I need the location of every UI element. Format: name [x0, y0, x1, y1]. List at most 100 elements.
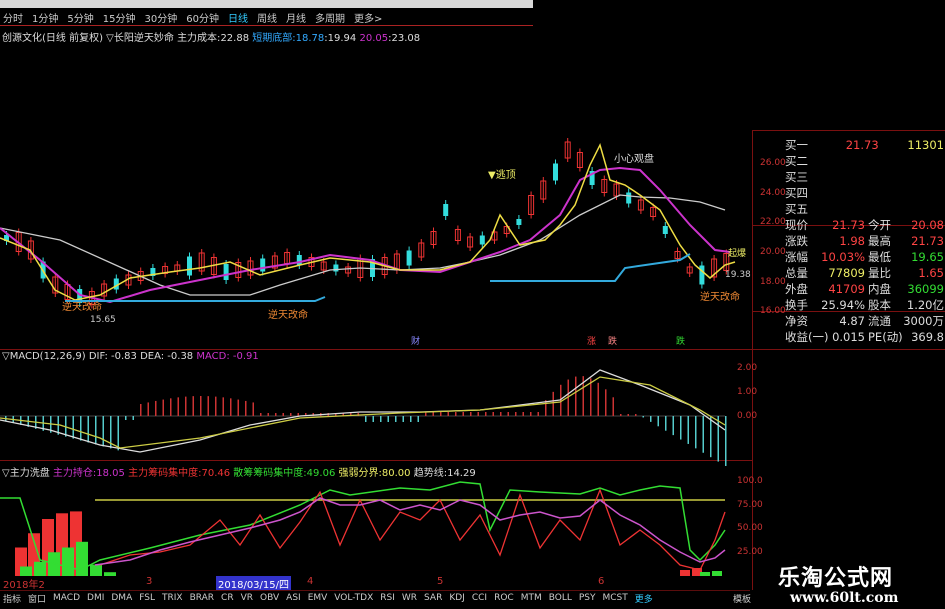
- panel-divider: [0, 460, 752, 461]
- candle-body: [576, 152, 583, 168]
- indicator-tab[interactable]: 更多: [634, 594, 653, 605]
- position-bar: [90, 564, 102, 576]
- period-tab[interactable]: 60分钟: [186, 13, 219, 25]
- indicator-name[interactable]: ▽长阳逆天妙命: [106, 33, 174, 44]
- indicator-tab[interactable]: MTM: [520, 593, 542, 603]
- short-bottom-label: 短期底部:: [252, 33, 296, 44]
- undefined: [492, 412, 494, 416]
- indicator-tab[interactable]: 指标: [3, 594, 22, 605]
- indicator-tab[interactable]: CR: [221, 593, 234, 603]
- candle-body: [77, 289, 83, 303]
- undefined: [455, 412, 457, 416]
- period-tab[interactable]: 月线: [285, 13, 306, 25]
- indicator-tab[interactable]: CCI: [471, 593, 488, 603]
- period-tab-daily[interactable]: 日线: [227, 13, 248, 25]
- position-bar: [62, 547, 74, 576]
- period-tab[interactable]: 周线: [256, 13, 277, 25]
- indicator-tab[interactable]: ROC: [494, 593, 514, 603]
- quote-row: 收益(一) 0.015 PE(动) 369.8: [785, 329, 945, 345]
- quote-row: 外盘 41709 内盘 36099: [785, 281, 945, 297]
- undefined: [192, 396, 194, 416]
- buy-level-row: 买四: [785, 185, 945, 201]
- undefined: [215, 396, 217, 416]
- indicator-tab[interactable]: ASI: [286, 593, 301, 603]
- indicator-tab[interactable]: SAR: [424, 593, 443, 603]
- indicator-tab[interactable]: FSL: [139, 593, 155, 603]
- period-tab[interactable]: 5分钟: [67, 13, 94, 25]
- candle-body: [662, 226, 668, 234]
- period-tab-more[interactable]: 更多>: [353, 13, 383, 25]
- candle-body: [223, 264, 229, 280]
- buy-level-row: 买二: [785, 153, 945, 169]
- candle-body: [333, 264, 339, 272]
- quote-value: 10.03%: [821, 250, 865, 264]
- buy-level-label: 买二: [785, 154, 808, 168]
- indicator-tab[interactable]: VOL-TDX: [334, 593, 374, 603]
- indicator-tab[interactable]: BOLL: [548, 593, 572, 603]
- indicator-tab[interactable]: KDJ: [449, 593, 465, 603]
- date-axis: 2018年2 3 2018/03/15/四 4 5 6: [0, 576, 750, 591]
- indicator-tab[interactable]: VR: [240, 593, 254, 603]
- undefined: [162, 399, 164, 416]
- undefined: [635, 414, 637, 416]
- undefined: [627, 414, 629, 416]
- macd-tick: 1.00: [737, 387, 758, 397]
- chart-canvas[interactable]: [0, 0, 752, 590]
- macd-name[interactable]: ▽MACD(12,26,9): [2, 351, 86, 362]
- quote-divider: [753, 311, 945, 312]
- undefined: [155, 400, 157, 416]
- quote-row: 净资 4.87 流通 3000万: [785, 313, 945, 329]
- indicator-name[interactable]: ▽主力洗盘: [2, 468, 50, 479]
- indicator-tab[interactable]: OBV: [260, 593, 280, 603]
- date-tick: 4: [307, 576, 314, 587]
- undefined: [290, 413, 292, 416]
- candle-body: [686, 266, 693, 274]
- undefined: [305, 413, 307, 416]
- rise-marker: 涨: [587, 337, 597, 347]
- indicator-tab[interactable]: TRIX: [161, 593, 183, 603]
- undefined: [680, 416, 682, 440]
- indicator-tab[interactable]: DMA: [111, 593, 133, 603]
- period-tab[interactable]: 分时: [3, 13, 23, 25]
- candle-body: [564, 141, 571, 159]
- candlesticks: [4, 138, 730, 309]
- indicator-tab[interactable]: BRAR: [189, 593, 215, 603]
- undefined: [462, 412, 464, 416]
- quote-label: 涨跌: [785, 234, 808, 248]
- undefined: [237, 399, 239, 416]
- dif-line: [0, 369, 726, 453]
- undefined: [440, 412, 442, 416]
- indicator-tab[interactable]: EMV: [307, 593, 328, 603]
- period-tab[interactable]: 30分钟: [144, 13, 178, 25]
- chart-info-line: 创源文化(日线 前复权) ▽长阳逆天妙命 主力成本:22.88 短期底部:18.…: [2, 29, 420, 44]
- undefined: [507, 412, 509, 416]
- quote-value: 21.73: [832, 218, 865, 232]
- bottom-tick: 25.00: [737, 547, 763, 557]
- candle-body: [637, 199, 644, 211]
- undefined: [477, 412, 479, 416]
- period-tab[interactable]: 多周期: [314, 13, 345, 25]
- period-tab[interactable]: 15分钟: [102, 13, 136, 25]
- value-3: 20.05: [359, 33, 389, 44]
- breakout-signal: 起爆: [728, 249, 747, 259]
- support-line: [65, 296, 326, 302]
- cost-value: 22.88: [220, 33, 250, 44]
- indicator-tab[interactable]: DMI: [87, 593, 105, 603]
- indicator-tab[interactable]: MCST: [602, 593, 628, 603]
- period-tab[interactable]: 1分钟: [32, 13, 59, 25]
- concentration-value: 70.46: [201, 468, 231, 479]
- price-tick: 24.00: [760, 188, 786, 198]
- support-line: [490, 253, 691, 282]
- indicator-tab[interactable]: PSY: [578, 593, 596, 603]
- undefined: [267, 413, 269, 416]
- undefined: [710, 416, 712, 458]
- undefined: [500, 412, 502, 416]
- indicator-tab[interactable]: MACD: [53, 593, 81, 603]
- indicator-tab[interactable]: RSI: [380, 593, 395, 603]
- quote-value: 4.87: [839, 314, 865, 328]
- indicator-tab[interactable]: 窗口: [28, 594, 47, 605]
- quote-row: 总量 77809 量比 1.65: [785, 265, 945, 281]
- indicator-tab[interactable]: WR: [401, 593, 418, 603]
- quote-value: 1.20亿: [906, 298, 944, 312]
- template-button[interactable]: 模板: [733, 595, 752, 605]
